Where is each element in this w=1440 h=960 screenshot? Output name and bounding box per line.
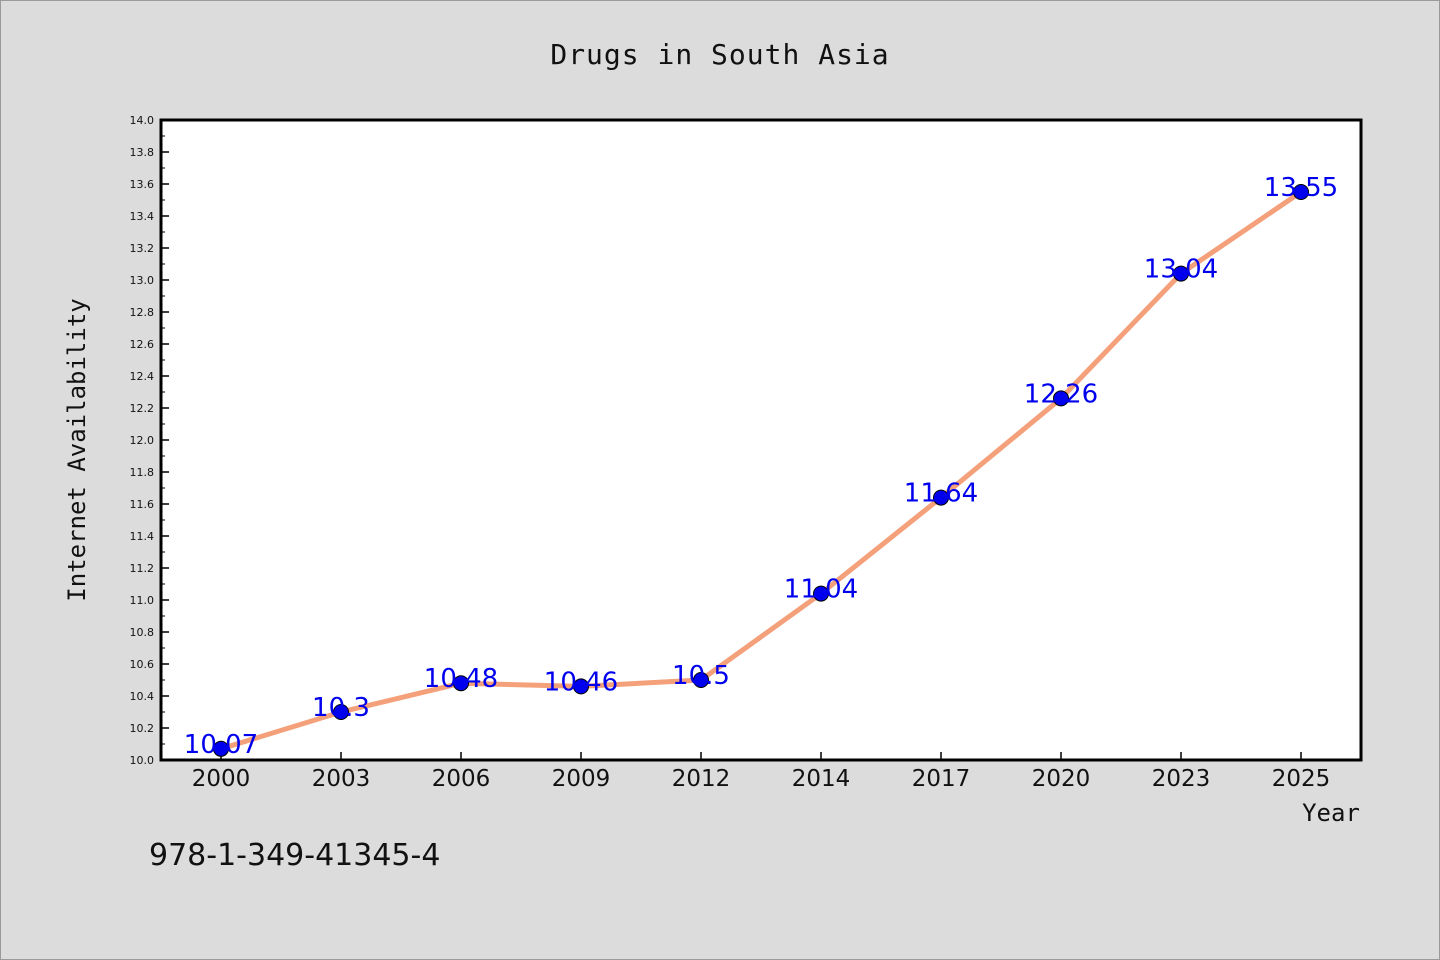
data-label: 10.3 xyxy=(312,693,370,723)
data-label: 10.5 xyxy=(672,661,730,691)
y-tick-label: 11.4 xyxy=(130,530,155,543)
y-tick-label: 11.8 xyxy=(130,466,155,479)
x-tick-label: 2025 xyxy=(1272,766,1331,792)
data-point xyxy=(333,704,349,720)
y-tick-label: 10.6 xyxy=(130,658,155,671)
data-point xyxy=(933,489,949,506)
y-tick-label: 10.4 xyxy=(130,690,155,703)
data-label: 10.46 xyxy=(544,667,618,697)
y-tick-label: 13.8 xyxy=(130,146,155,159)
x-tick-label: 2020 xyxy=(1032,766,1091,792)
y-tick-label: 14.0 xyxy=(130,114,155,127)
data-label: 13.04 xyxy=(1144,255,1218,285)
y-axis-label: Internet Availability xyxy=(63,298,91,601)
data-label: 10.07 xyxy=(184,730,258,760)
data-point xyxy=(1293,184,1309,200)
series-line xyxy=(218,189,1304,752)
x-tick-label: 2023 xyxy=(1152,766,1211,792)
data-label: 10.48 xyxy=(424,664,498,694)
data-labels: 10.07 10.3 10.48 10.46 10.5 11.04 11.64 12.26 13… xyxy=(184,173,1338,760)
x-axis: 2000 2003 2006 2009 2012 2014 2017 2020 2023 2025 xyxy=(192,752,1331,792)
x-tick-label: 2012 xyxy=(672,766,731,792)
y-tick-label: 13.4 xyxy=(130,210,155,223)
y-tick-label: 11.0 xyxy=(130,594,155,607)
plot-area xyxy=(159,118,1363,762)
series-markers xyxy=(213,184,1309,757)
data-point xyxy=(213,740,229,757)
x-tick-label: 2000 xyxy=(192,766,251,792)
y-tick-label: 11.2 xyxy=(130,562,155,575)
y-tick-label: 11.6 xyxy=(130,498,155,511)
data-point xyxy=(813,585,829,602)
y-axis: 10.0 10.2 10.4 10.6 10.8 11.0 11.2 11.4 11.6 11.8… xyxy=(130,114,169,767)
x-tick-label: 2017 xyxy=(912,766,971,792)
data-point xyxy=(453,675,469,692)
y-tick-label: 12.4 xyxy=(130,370,155,383)
x-axis-label: Year xyxy=(1302,799,1360,827)
chart-title: Drugs in South Asia xyxy=(550,38,889,71)
x-tick-label: 2003 xyxy=(312,766,371,792)
data-point xyxy=(1173,265,1189,282)
isbn-text: 978-1-349-41345-4 xyxy=(149,838,440,873)
y-tick-label: 13.0 xyxy=(130,274,155,287)
y-tick-label: 13.2 xyxy=(130,242,155,255)
data-label: 12.26 xyxy=(1024,379,1098,409)
data-point xyxy=(573,678,589,695)
x-tick-label: 2009 xyxy=(552,766,611,792)
y-tick-label: 12.0 xyxy=(130,434,155,447)
y-tick-label: 13.6 xyxy=(130,178,155,191)
x-tick-label: 2014 xyxy=(792,766,851,792)
x-tick-label: 2006 xyxy=(432,766,491,792)
y-tick-label: 10.8 xyxy=(130,626,155,639)
y-tick-label: 10.0 xyxy=(130,754,155,767)
data-point xyxy=(693,672,709,688)
data-point xyxy=(1053,390,1069,407)
data-label: 11.04 xyxy=(784,575,858,605)
y-tick-label: 12.2 xyxy=(130,402,155,415)
y-tick-label: 10.2 xyxy=(130,722,155,735)
data-label: 11.64 xyxy=(904,479,978,509)
data-label: 13.55 xyxy=(1264,173,1338,203)
y-tick-label: 12.6 xyxy=(130,338,155,351)
y-tick-label: 12.8 xyxy=(130,306,155,319)
